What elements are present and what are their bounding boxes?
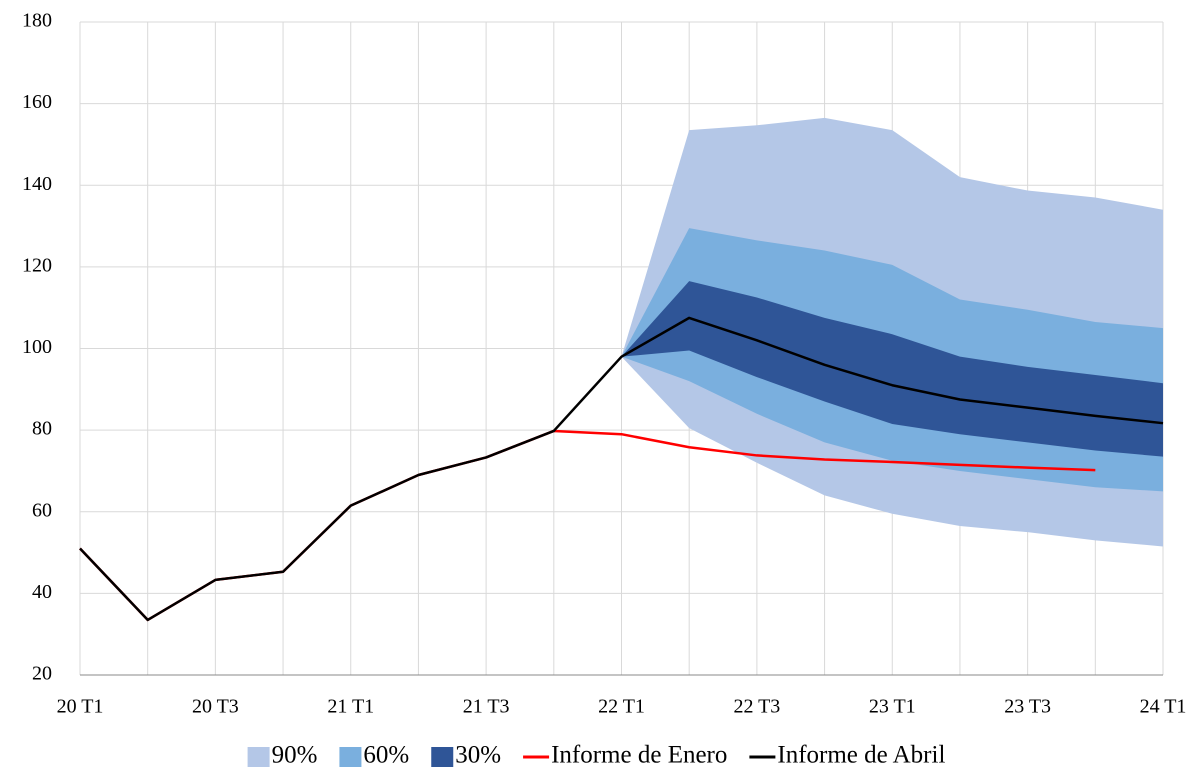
y-tick-label: 140 (22, 173, 52, 195)
legend-label: Informe de Abril (777, 742, 945, 769)
y-tick-label: 60 (32, 499, 52, 521)
y-tick-label: 180 (22, 10, 52, 32)
y-tick-label: 160 (22, 91, 52, 113)
y-tick-label: 100 (22, 336, 52, 358)
y-tick-label: 20 (32, 663, 52, 685)
band (621, 281, 1163, 457)
x-tick-label: 20 T1 (57, 696, 104, 718)
y-tick-label: 120 (22, 254, 52, 276)
legend-label: 60% (363, 742, 409, 769)
x-tick-label: 20 T3 (192, 696, 239, 718)
x-tick-label: 24 T1 (1140, 696, 1187, 718)
x-tick-label: 22 T1 (598, 696, 645, 718)
x-tick-label: 22 T3 (733, 696, 780, 718)
y-tick-label: 80 (32, 418, 52, 440)
line (79, 316, 1164, 622)
y-tick-label: 40 (32, 581, 52, 603)
legend-label: Informe de Enero (551, 742, 727, 769)
legend-swatch (247, 747, 270, 767)
legend-label: 90% (272, 742, 318, 769)
x-tick-label: 21 T3 (463, 696, 510, 718)
legend-swatch (431, 747, 454, 767)
x-tick-label: 23 T3 (1004, 696, 1051, 718)
legend-label: 30% (455, 742, 501, 769)
legend-swatch (339, 747, 362, 767)
x-tick-label: 21 T1 (327, 696, 374, 718)
x-tick-label: 23 T1 (869, 696, 916, 718)
